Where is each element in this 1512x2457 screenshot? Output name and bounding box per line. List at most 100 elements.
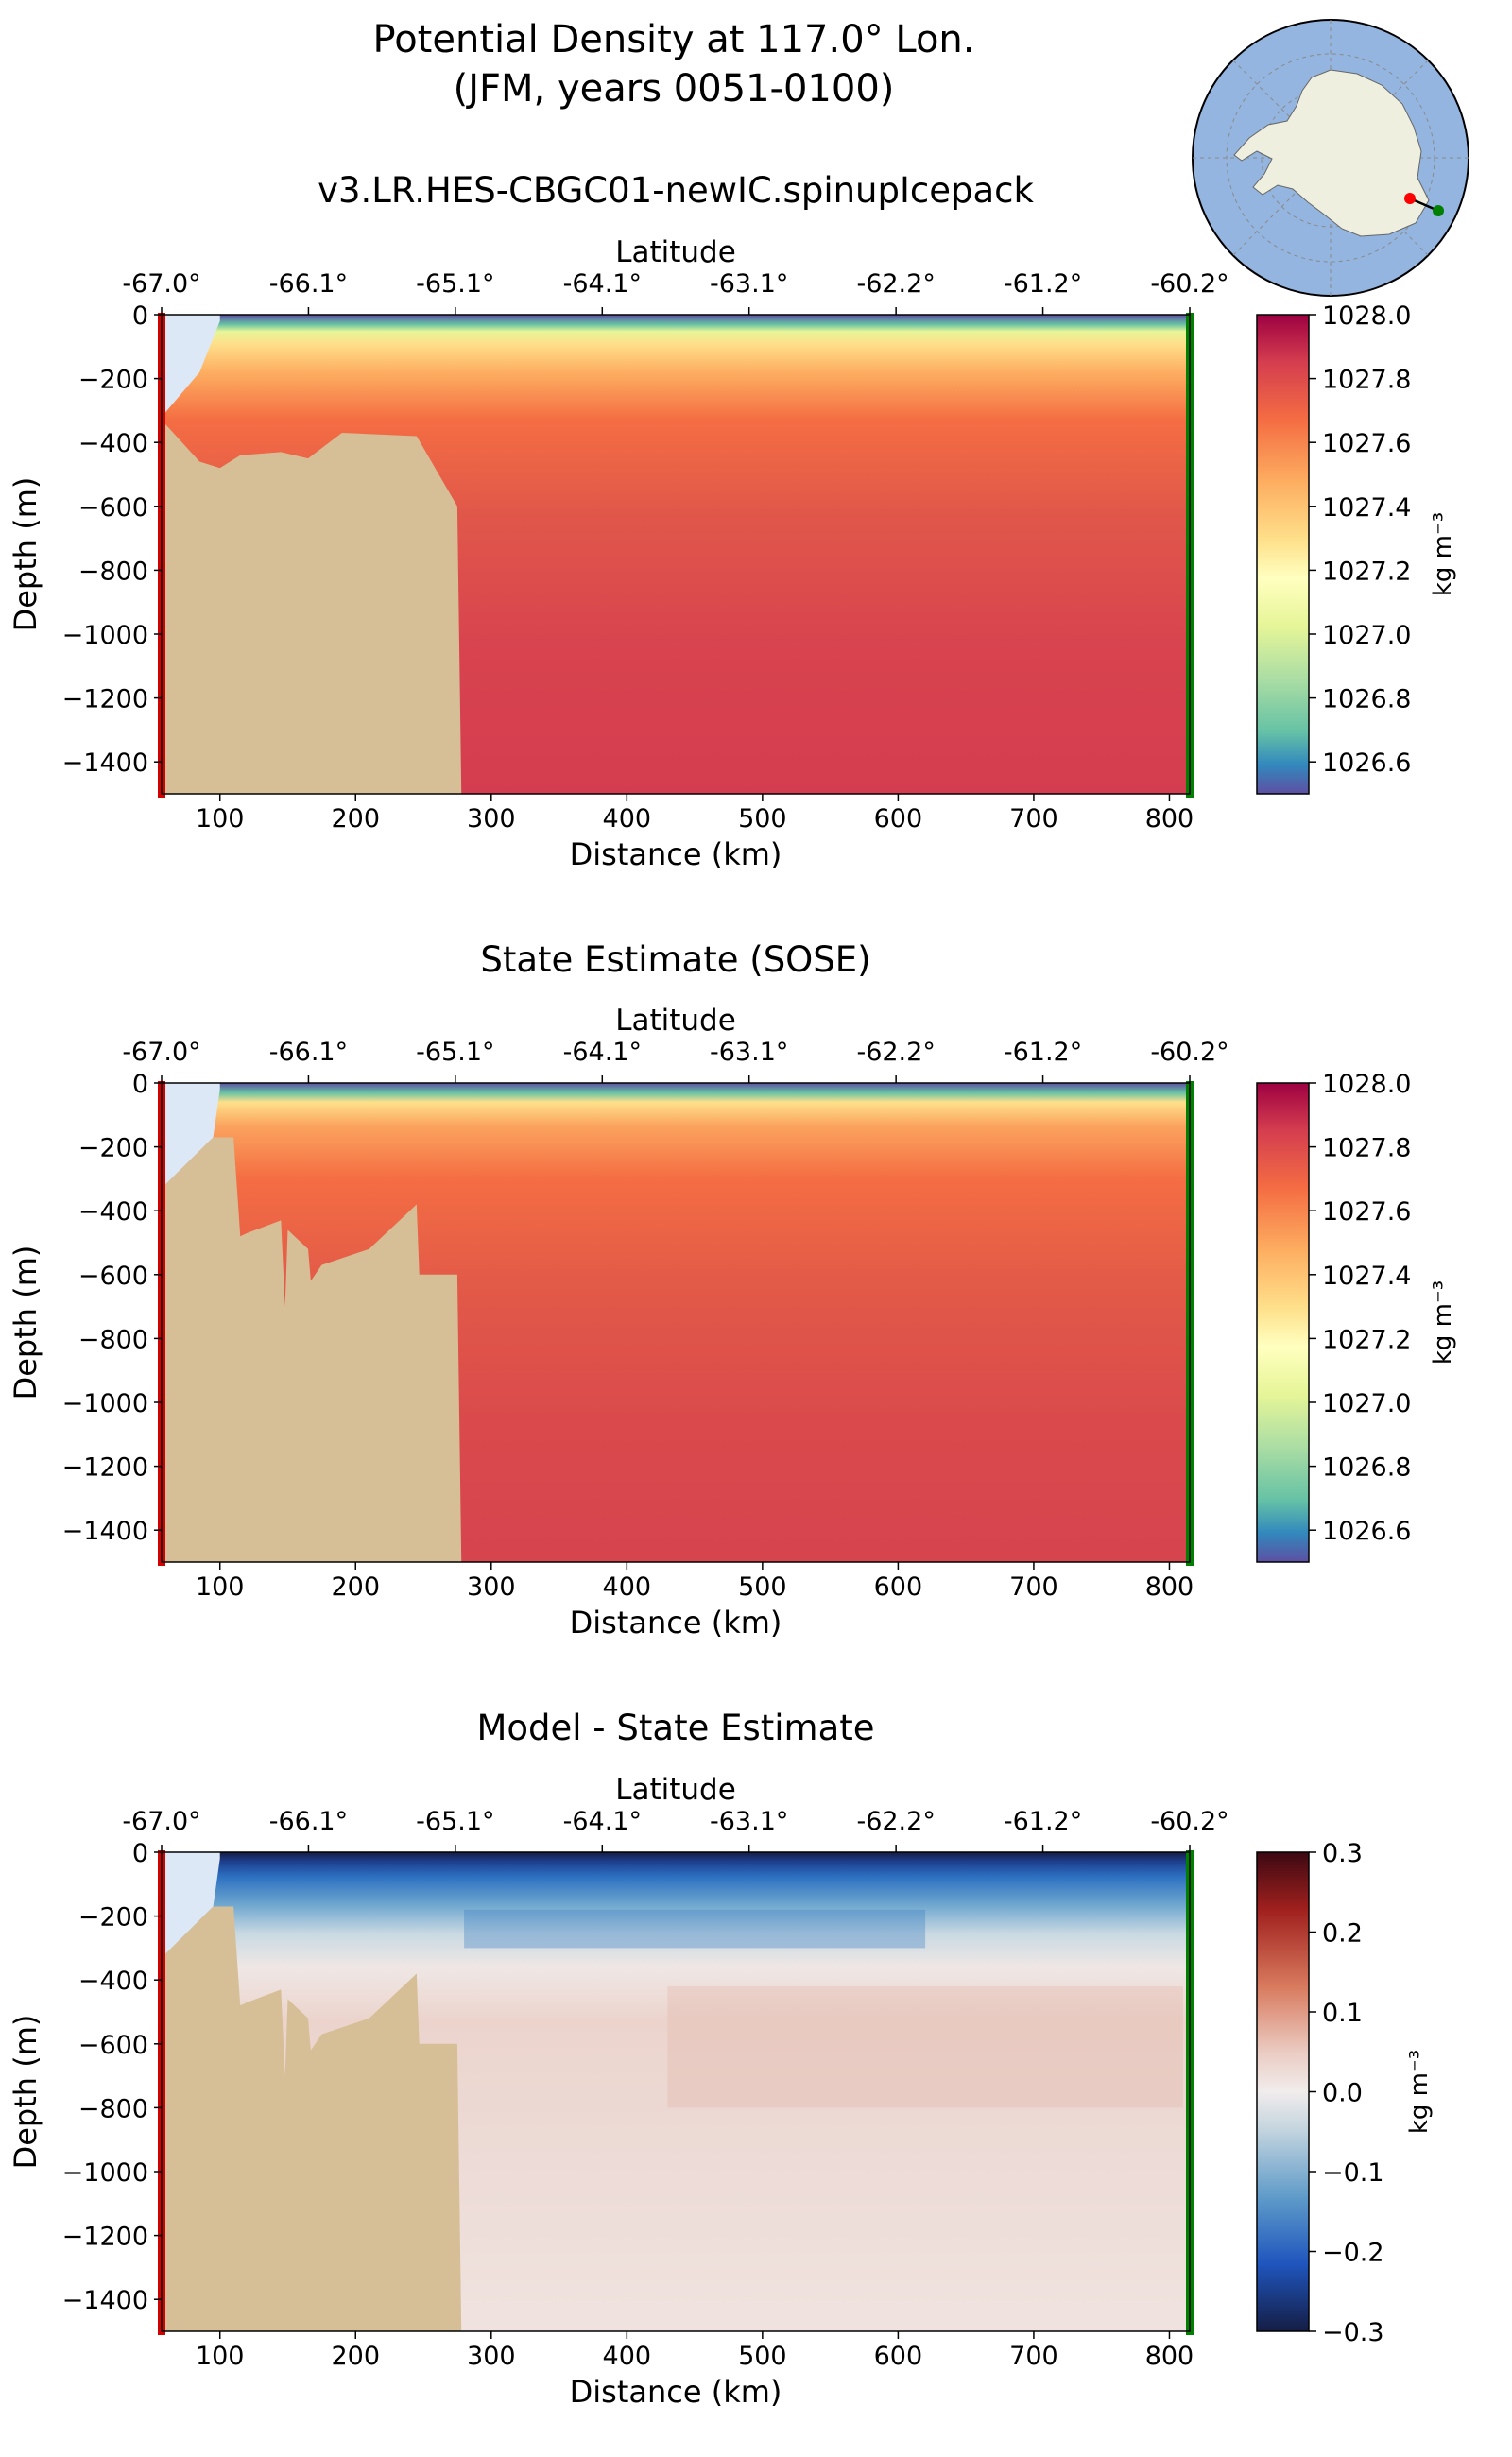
y-tick-label: −200 — [78, 1903, 148, 1933]
top-tick-label: -60.2° — [1150, 1807, 1228, 1836]
colorbar-tick-label: −0.1 — [1322, 2158, 1384, 2188]
colorbar-tick-label: 0.3 — [1322, 1839, 1363, 1868]
inset-polar-map — [1192, 19, 1469, 297]
colorbar-tick-label: 1028.0 — [1322, 301, 1411, 331]
colorbar — [1256, 1082, 1310, 1563]
x-tick-label: 200 — [331, 1572, 380, 1602]
x-tick-label: 500 — [738, 1572, 787, 1602]
y-tick-label: −400 — [78, 1197, 148, 1227]
top-axis-label: Latitude — [615, 235, 736, 269]
x-tick-label: 200 — [331, 2342, 380, 2371]
y-tick-label: −1400 — [62, 748, 148, 778]
y-tick-label: −1000 — [62, 2158, 148, 2188]
colorbar-tick-label: 1027.0 — [1322, 621, 1411, 650]
ice-shelf-cavity — [162, 1083, 220, 1189]
positive-anomaly-patch — [667, 1985, 1183, 2108]
y-tick-label: −800 — [78, 2094, 148, 2123]
y-tick-label: −1400 — [62, 2286, 148, 2315]
ice-shelf-cavity — [162, 315, 220, 418]
y-tick-label: −1400 — [62, 1517, 148, 1546]
panel-title: v3.LR.HES-CBGC01-newIC.spinupIcepack — [318, 170, 1034, 211]
colorbar-tick-label: −0.3 — [1322, 2318, 1384, 2347]
x-tick-label: 400 — [603, 804, 652, 833]
x-tick-label: 100 — [196, 804, 245, 833]
top-tick-label: -64.1° — [563, 269, 642, 299]
top-tick-label: -67.0° — [122, 1807, 200, 1836]
top-tick-label: -63.1° — [710, 269, 788, 299]
top-axis-label: Latitude — [615, 1004, 736, 1038]
colorbar-tick-label: 1027.2 — [1322, 557, 1411, 586]
x-tick-label: 800 — [1145, 804, 1194, 833]
x-tick-label: 100 — [196, 1572, 245, 1602]
panel-sose: State Estimate (SOSE) Latitude 100 200 300 40… — [8, 939, 1457, 1641]
x-tick-label: 800 — [1145, 2342, 1194, 2371]
colorbar-tick-label: 1026.6 — [1322, 748, 1411, 778]
x-axis-label: Distance (km) — [570, 1605, 782, 1641]
plot-frame — [161, 1082, 1191, 1563]
x-tick-label: 400 — [603, 2342, 652, 2371]
y-tick-label: −800 — [78, 557, 148, 586]
y-tick-label: −200 — [78, 1134, 148, 1163]
top-tick-label: -60.2° — [1150, 1038, 1228, 1067]
y-tick-label: −600 — [78, 493, 148, 523]
y-tick-label: −1200 — [62, 1453, 148, 1483]
colorbar-tick-label: −0.2 — [1322, 2239, 1384, 2268]
figure-title-line1: Potential Density at 117.0° Lon. — [373, 18, 975, 61]
y-tick-label: −800 — [78, 1325, 148, 1354]
x-tick-label: 500 — [738, 804, 787, 833]
colorbar-tick-label: 1027.6 — [1322, 1197, 1411, 1227]
colorbar-tick-label: 1028.0 — [1322, 1070, 1411, 1099]
seafloor-bathymetry — [162, 1137, 462, 1562]
inset-transect-end-marker — [1433, 205, 1444, 216]
colorbar-tick-label: 1027.6 — [1322, 429, 1411, 458]
top-tick-label: -63.1° — [710, 1038, 788, 1067]
top-tick-label: -66.1° — [269, 269, 348, 299]
top-tick-label: -64.1° — [563, 1807, 642, 1836]
colorbar — [1256, 314, 1310, 795]
top-tick-label: -63.1° — [710, 1807, 788, 1836]
x-axis-label: Distance (km) — [570, 2374, 782, 2410]
top-tick-label: -62.2° — [856, 1807, 935, 1836]
y-axis-label: Depth (m) — [8, 477, 43, 632]
x-tick-label: 300 — [467, 1572, 516, 1602]
top-tick-label: -65.1° — [416, 1807, 494, 1836]
seafloor-bathymetry — [162, 1906, 462, 2331]
y-tick-label: 0 — [132, 1839, 148, 1868]
colorbar-tick-label: 1027.8 — [1322, 1134, 1411, 1163]
x-tick-label: 500 — [738, 2342, 787, 2371]
top-tick-label: -62.2° — [856, 1038, 935, 1067]
top-tick-label: -61.2° — [1004, 1038, 1082, 1067]
top-axis-label: Latitude — [615, 1773, 736, 1807]
panel-model: v3.LR.HES-CBGC01-newIC.spinupIcepack Lati… — [8, 170, 1457, 872]
y-tick-label: −1200 — [62, 685, 148, 714]
plot-frame — [161, 314, 1191, 795]
plot-frame — [161, 1851, 1191, 2332]
y-tick-label: −600 — [78, 2031, 148, 2060]
x-tick-label: 600 — [874, 1572, 923, 1602]
figure-title-line2: (JFM, years 0051-0100) — [454, 67, 895, 111]
y-tick-label: −1200 — [62, 2223, 148, 2252]
panel-title: Model - State Estimate — [476, 1708, 874, 1748]
colorbar-tick-label: 1027.4 — [1322, 1262, 1411, 1291]
colorbar-tick-label: 0.0 — [1322, 2079, 1363, 2108]
x-tick-label: 400 — [603, 1572, 652, 1602]
x-tick-label: 300 — [467, 2342, 516, 2371]
top-tick-label: -62.2° — [856, 269, 935, 299]
y-axis-label: Depth (m) — [8, 1246, 43, 1400]
y-tick-label: −1000 — [62, 1389, 148, 1418]
y-tick-label: −400 — [78, 1967, 148, 1996]
x-tick-label: 800 — [1145, 1572, 1194, 1602]
inset-transect-start-marker — [1404, 193, 1416, 204]
top-tick-label: -67.0° — [122, 269, 200, 299]
panel-difference: Model - State Estimate Latitude 100 200 300 4… — [8, 1708, 1434, 2410]
top-tick-label: -66.1° — [269, 1038, 348, 1067]
negative-anomaly-patch — [464, 1909, 926, 1949]
x-tick-label: 300 — [467, 804, 516, 833]
panel-title: State Estimate (SOSE) — [480, 939, 870, 980]
colorbar-tick-label: 1027.8 — [1322, 366, 1411, 395]
y-tick-label: 0 — [132, 1070, 148, 1099]
x-tick-label: 600 — [874, 804, 923, 833]
x-tick-label: 700 — [1009, 2342, 1058, 2371]
colorbar-label: kg m⁻³ — [1429, 1280, 1457, 1365]
